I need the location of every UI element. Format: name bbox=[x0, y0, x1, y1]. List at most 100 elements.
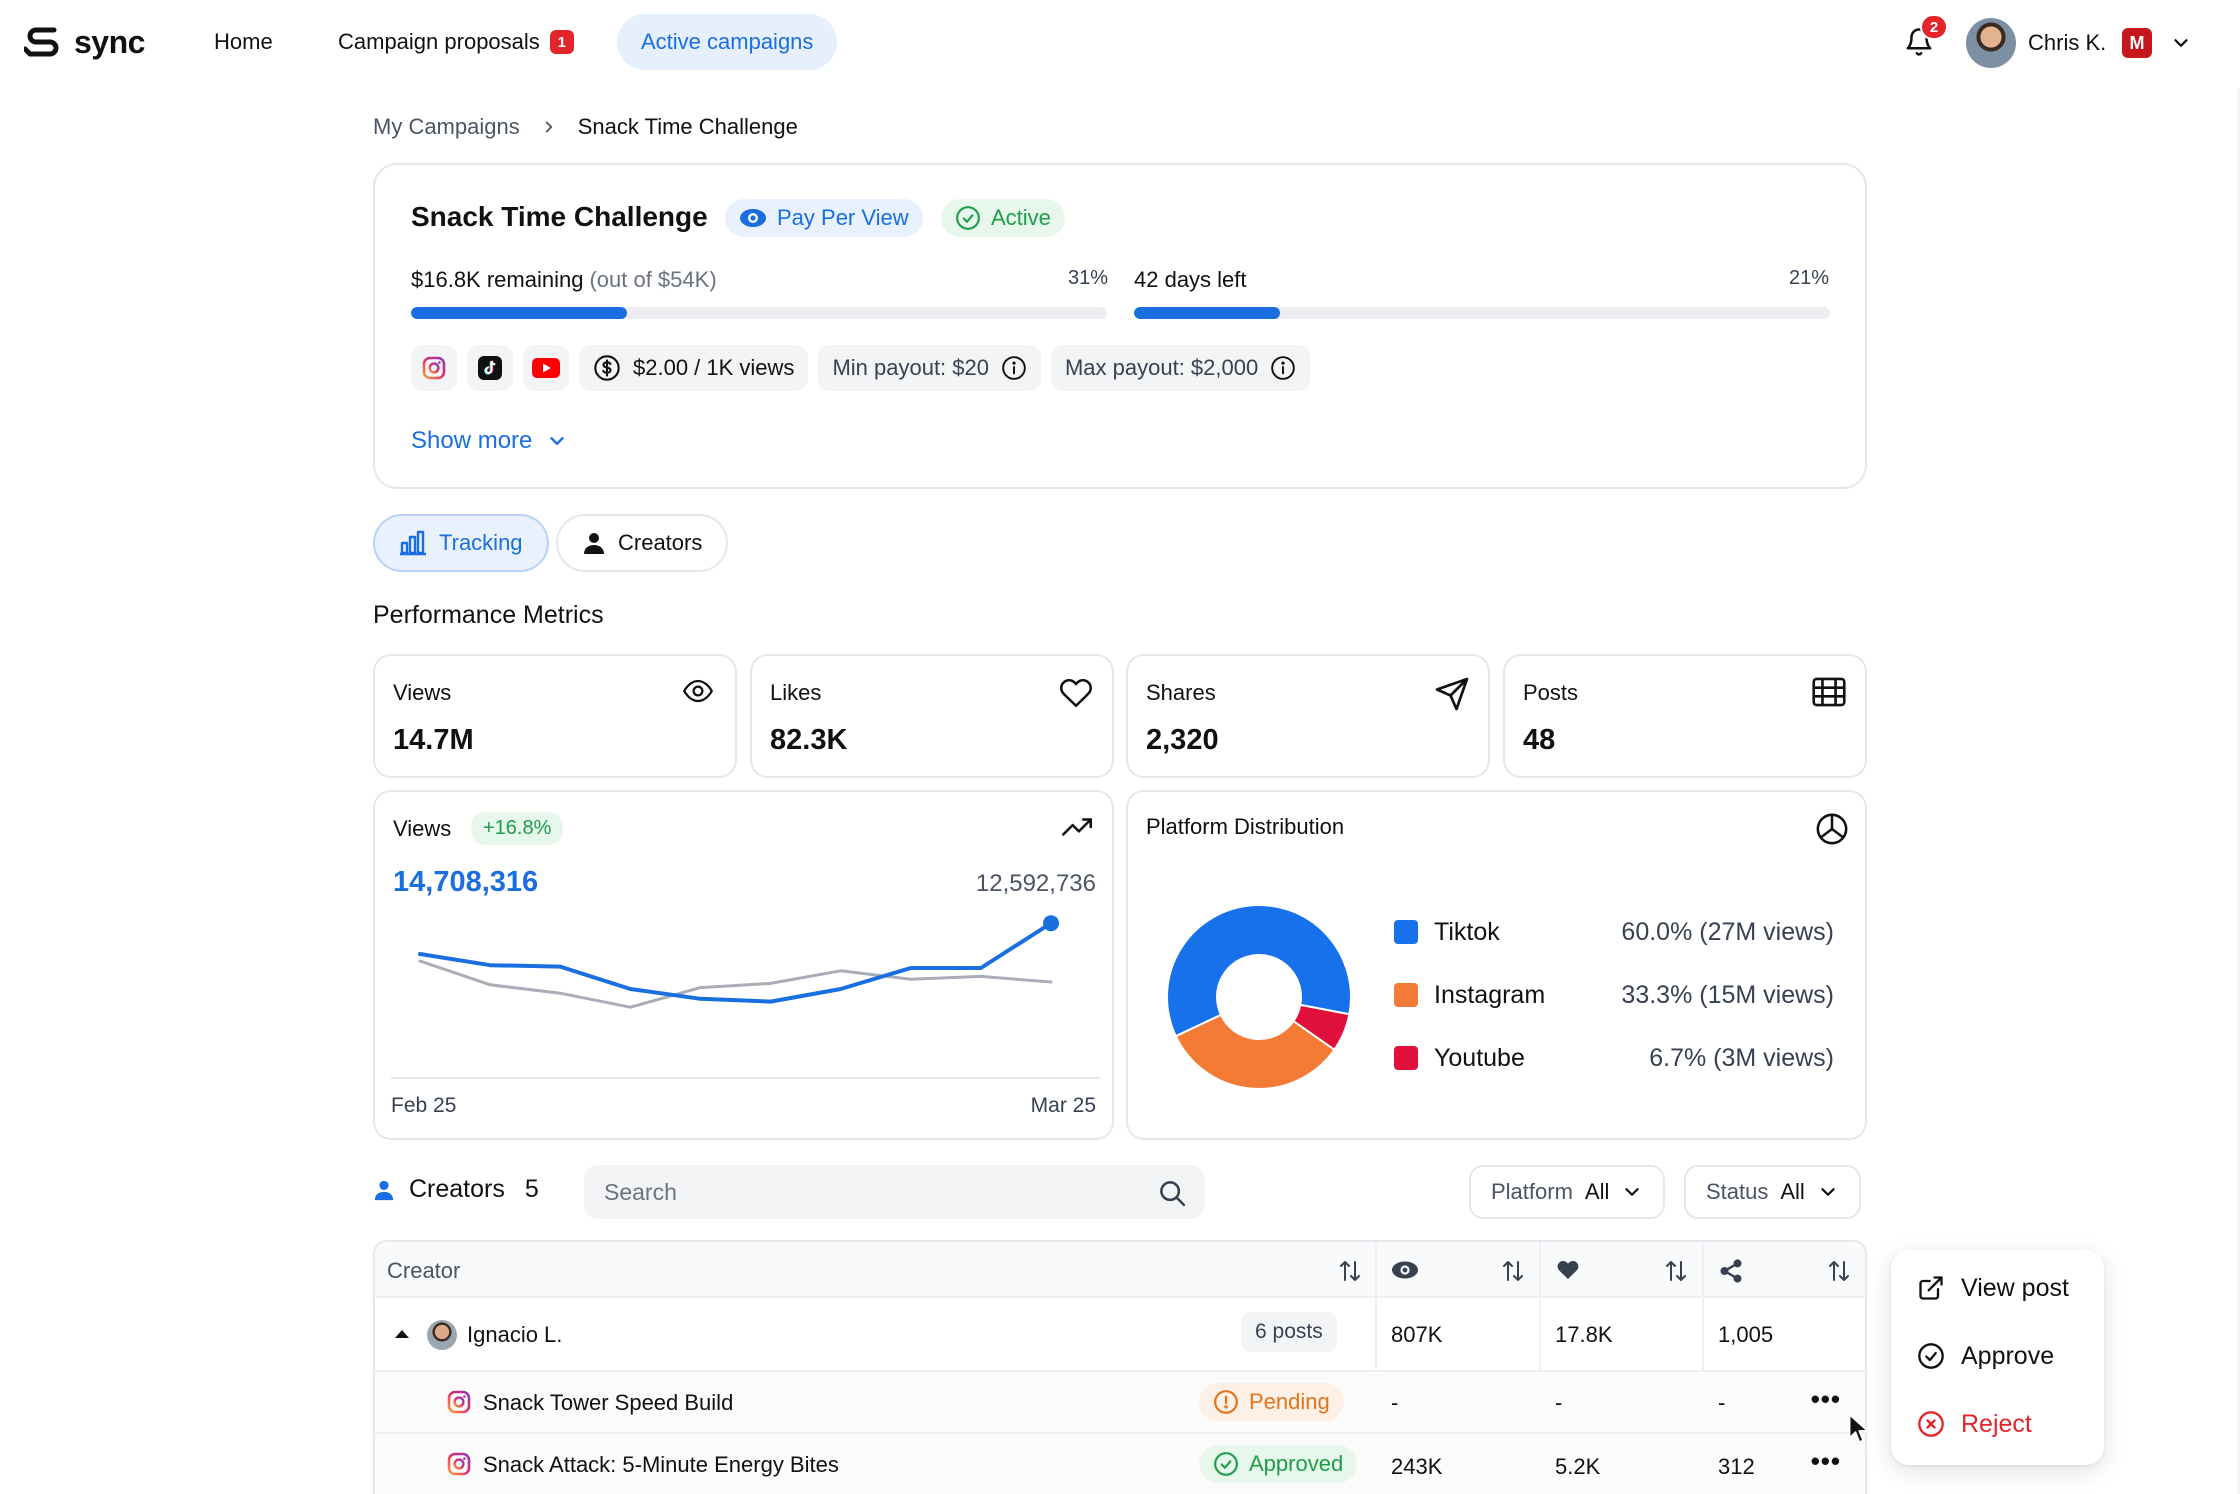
sort-icon[interactable] bbox=[1502, 1258, 1524, 1284]
menu-item-label: View post bbox=[1961, 1273, 2069, 1302]
series-line-previous bbox=[418, 959, 1053, 1009]
breadcrumb-my-campaigns[interactable]: My Campaigns bbox=[373, 114, 520, 139]
tab-creators[interactable]: Creators bbox=[556, 514, 729, 572]
collapse-caret-icon[interactable] bbox=[395, 1330, 409, 1338]
tab-tracking[interactable]: Tracking bbox=[373, 514, 549, 572]
heart-icon bbox=[1059, 678, 1092, 708]
metric-label: Views bbox=[393, 680, 452, 705]
info-icon[interactable] bbox=[1270, 355, 1296, 381]
tab-creators-label: Creators bbox=[618, 530, 703, 555]
search-icon bbox=[1160, 1181, 1186, 1207]
menu-item-view-post[interactable]: View post bbox=[1917, 1268, 2069, 1308]
send-icon bbox=[1435, 677, 1469, 711]
proposals-count-badge: 1 bbox=[549, 30, 574, 54]
metric-value: 82.3K bbox=[770, 724, 848, 756]
person-icon bbox=[584, 533, 604, 554]
sync-logo-icon bbox=[24, 27, 59, 57]
max-payout-label: Max payout: $2,000 bbox=[1064, 355, 1259, 380]
check-circle-icon bbox=[1918, 1343, 1944, 1369]
sort-icon[interactable] bbox=[1828, 1258, 1850, 1284]
table-row-post[interactable]: Snack Tower Speed Build Pending - - - ••… bbox=[375, 1372, 1865, 1434]
creator-search-input[interactable]: Search bbox=[584, 1165, 1205, 1219]
x-tick-start: Feb 25 bbox=[391, 1094, 457, 1117]
campaign-summary-card: Snack Time Challenge Pay Per View Active… bbox=[373, 163, 1867, 489]
nav-active-campaigns[interactable]: Active campaigns bbox=[617, 14, 838, 70]
user-name[interactable]: Chris K. bbox=[2028, 30, 2107, 55]
max-payout-chip: Max payout: $2,000 bbox=[1050, 345, 1311, 391]
post-title[interactable]: Snack Tower Speed Build bbox=[483, 1390, 734, 1415]
status-filter-dropdown[interactable]: Status All bbox=[1684, 1165, 1861, 1219]
column-divider bbox=[1375, 1242, 1377, 1494]
table-row-post[interactable]: Snack Attack: 5-Minute Energy Bites Appr… bbox=[375, 1434, 1865, 1494]
creator-name[interactable]: Ignacio L. bbox=[467, 1322, 563, 1347]
metric-card-likes: Likes 82.3K bbox=[750, 654, 1114, 778]
app-name: sync bbox=[74, 23, 145, 60]
column-divider bbox=[1702, 1242, 1704, 1494]
show-more-button[interactable]: Show more bbox=[411, 427, 568, 455]
min-payout-chip: Min payout: $20 bbox=[818, 345, 1041, 391]
series-line-current bbox=[418, 921, 1053, 1004]
status-badge-approved: Approved bbox=[1199, 1445, 1358, 1483]
dollar-circle-icon bbox=[594, 355, 620, 381]
post-title[interactable]: Snack Attack: 5-Minute Energy Bites bbox=[483, 1452, 839, 1477]
rate-label: $2.00 / 1K views bbox=[633, 355, 795, 380]
pie-chart-icon bbox=[1816, 813, 1848, 845]
nav-home[interactable]: Home bbox=[214, 29, 273, 54]
check-circle-icon bbox=[956, 206, 980, 230]
metric-value: 2,320 bbox=[1146, 724, 1219, 756]
column-header-creator[interactable]: Creator bbox=[387, 1258, 461, 1283]
sort-icon[interactable] bbox=[1665, 1258, 1687, 1284]
menu-item-approve[interactable]: Approve bbox=[1917, 1336, 2054, 1376]
campaign-terms: $2.00 / 1K views Min payout: $20 Max pay… bbox=[411, 345, 1311, 391]
posts-count-badge: 6 posts bbox=[1241, 1312, 1337, 1352]
more-actions-icon[interactable]: ••• bbox=[1810, 1446, 1841, 1476]
days-percent: 21% bbox=[1789, 267, 1830, 289]
post-actions-menu: View post Approve Reject bbox=[1891, 1250, 2104, 1465]
performance-metrics-title: Performance Metrics bbox=[373, 601, 604, 629]
user-avatar[interactable] bbox=[1966, 18, 2016, 68]
legend-value: 60.0% (27M views) bbox=[1621, 917, 1834, 946]
views-previous: 12,592,736 bbox=[975, 870, 1096, 897]
app-logo[interactable]: sync bbox=[24, 22, 145, 62]
eye-icon bbox=[1392, 1261, 1418, 1279]
views-cell: 243K bbox=[1391, 1454, 1443, 1479]
table-row-creator[interactable]: Ignacio L. 6 posts 807K 17.8K 1,005 bbox=[375, 1298, 1865, 1372]
budget-total: (out of $54K) bbox=[589, 267, 717, 292]
bar-chart-icon bbox=[400, 530, 426, 556]
platform-filter-dropdown[interactable]: Platform All bbox=[1469, 1165, 1666, 1219]
creators-table: Creator Ignacio L. 6 posts 807K 17.8K 1,… bbox=[373, 1240, 1867, 1494]
more-actions-icon[interactable]: ••• bbox=[1810, 1384, 1841, 1414]
legend-row-youtube: Youtube 6.7% (3M views) bbox=[1394, 1040, 1834, 1076]
platform-distribution-title: Platform Distribution bbox=[1146, 814, 1345, 839]
sort-icon[interactable] bbox=[1339, 1258, 1361, 1284]
campaign-type-badge: Pay Per View bbox=[725, 199, 923, 237]
person-icon bbox=[374, 1180, 394, 1200]
metric-label: Posts bbox=[1523, 680, 1579, 705]
eye-icon bbox=[740, 209, 766, 227]
external-link-icon bbox=[1919, 1276, 1943, 1300]
nav-campaign-proposals[interactable]: Campaign proposals 1 bbox=[314, 14, 598, 70]
days-progress-bar bbox=[1134, 307, 1830, 319]
legend-value: 33.3% (15M views) bbox=[1621, 980, 1834, 1009]
views-change-badge: +16.8% bbox=[471, 812, 564, 845]
film-icon bbox=[1812, 677, 1846, 707]
likes-cell: - bbox=[1555, 1390, 1563, 1415]
info-icon[interactable] bbox=[1001, 355, 1027, 381]
page-edge bbox=[2236, 88, 2240, 1494]
platform-chip-tiktok bbox=[467, 345, 513, 391]
platform-filter-label: Platform bbox=[1491, 1179, 1573, 1204]
budget-progress-fill bbox=[411, 307, 627, 319]
trending-up-icon bbox=[1062, 818, 1092, 836]
menu-item-reject[interactable]: Reject bbox=[1917, 1404, 2032, 1444]
views-line-chart bbox=[391, 915, 1100, 1079]
views-cell: - bbox=[1391, 1390, 1399, 1415]
top-nav: sync Home Campaign proposals 1 Active ca… bbox=[0, 0, 2240, 88]
user-menu-toggle[interactable] bbox=[2170, 32, 2192, 54]
legend-name: Youtube bbox=[1434, 1043, 1525, 1072]
mouse-cursor-icon bbox=[1848, 1413, 1869, 1443]
views-total: 14,708,316 bbox=[393, 866, 539, 898]
series-end-point bbox=[1043, 915, 1059, 932]
metric-label: Shares bbox=[1146, 680, 1216, 705]
eye-icon bbox=[682, 679, 714, 703]
creators-title: Creators bbox=[409, 1175, 505, 1203]
